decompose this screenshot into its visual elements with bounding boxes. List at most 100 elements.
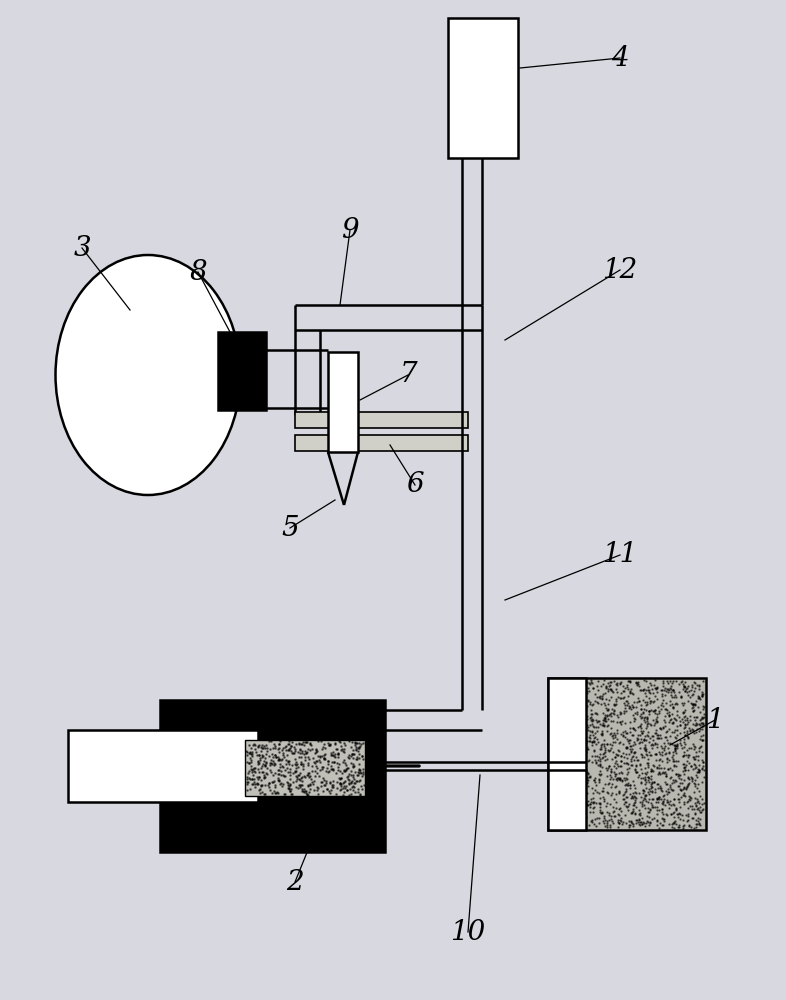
Point — [623, 817, 636, 833]
Point — [646, 775, 659, 791]
Point — [351, 740, 364, 756]
Point — [641, 679, 654, 695]
Point — [629, 722, 641, 738]
Point — [652, 780, 664, 796]
Point — [605, 811, 618, 827]
Point — [302, 767, 314, 783]
Point — [654, 766, 667, 782]
Point — [326, 754, 339, 770]
Point — [553, 730, 566, 746]
Point — [629, 744, 641, 760]
Point — [257, 767, 270, 783]
Point — [635, 725, 648, 741]
Point — [633, 693, 645, 709]
Point — [662, 761, 674, 777]
Point — [652, 766, 664, 782]
Bar — [68, 730, 258, 802]
Bar — [548, 678, 706, 830]
Point — [280, 738, 292, 754]
Point — [594, 795, 607, 811]
Point — [637, 749, 650, 765]
Point — [601, 817, 613, 833]
Point — [241, 776, 254, 792]
Point — [632, 674, 645, 690]
Point — [661, 807, 674, 823]
Point — [564, 704, 576, 720]
Point — [633, 678, 645, 694]
Point — [597, 712, 610, 728]
Point — [556, 702, 568, 718]
Point — [688, 674, 700, 690]
Point — [600, 798, 612, 814]
Point — [665, 749, 678, 765]
Point — [262, 777, 274, 793]
Point — [638, 732, 651, 748]
Point — [357, 764, 369, 780]
Point — [552, 791, 564, 807]
Point — [615, 716, 627, 732]
Point — [683, 683, 696, 699]
Point — [555, 739, 567, 755]
Point — [605, 764, 618, 780]
Point — [605, 787, 618, 803]
Point — [696, 709, 708, 725]
Point — [621, 761, 634, 777]
Point — [549, 788, 561, 804]
Point — [620, 697, 633, 713]
Point — [622, 688, 634, 704]
Point — [640, 697, 652, 713]
Point — [698, 699, 711, 715]
Point — [667, 673, 679, 689]
Point — [596, 690, 608, 706]
Point — [693, 743, 706, 759]
Point — [347, 769, 359, 785]
Point — [667, 689, 679, 705]
Point — [696, 732, 708, 748]
Point — [310, 741, 322, 757]
Point — [623, 819, 636, 835]
Point — [292, 780, 305, 796]
Point — [627, 699, 640, 715]
Point — [545, 715, 557, 731]
Point — [259, 740, 271, 756]
Point — [299, 752, 311, 768]
Point — [678, 796, 690, 812]
Point — [565, 748, 578, 764]
Point — [689, 675, 702, 691]
Point — [590, 810, 603, 826]
Point — [620, 771, 633, 787]
Point — [591, 678, 604, 694]
Point — [593, 774, 605, 790]
Point — [589, 782, 601, 798]
Point — [685, 695, 697, 711]
Point — [644, 802, 656, 818]
Point — [329, 741, 342, 757]
Point — [684, 689, 696, 705]
Point — [637, 792, 649, 808]
Point — [548, 806, 560, 822]
Point — [685, 790, 697, 806]
Point — [687, 723, 700, 739]
Point — [275, 775, 288, 791]
Point — [306, 741, 318, 757]
Point — [584, 676, 597, 692]
Point — [664, 697, 677, 713]
Point — [670, 745, 682, 761]
Point — [671, 768, 684, 784]
Point — [630, 790, 642, 806]
Point — [590, 755, 602, 771]
Point — [245, 776, 258, 792]
Point — [576, 708, 589, 724]
Point — [618, 786, 630, 802]
Point — [579, 697, 592, 713]
Point — [651, 714, 663, 730]
Point — [613, 815, 626, 831]
Point — [349, 764, 362, 780]
Point — [686, 721, 699, 737]
Point — [559, 736, 571, 752]
Point — [693, 689, 706, 705]
Point — [588, 743, 601, 759]
Point — [582, 741, 594, 757]
Point — [591, 784, 604, 800]
Point — [269, 738, 281, 754]
